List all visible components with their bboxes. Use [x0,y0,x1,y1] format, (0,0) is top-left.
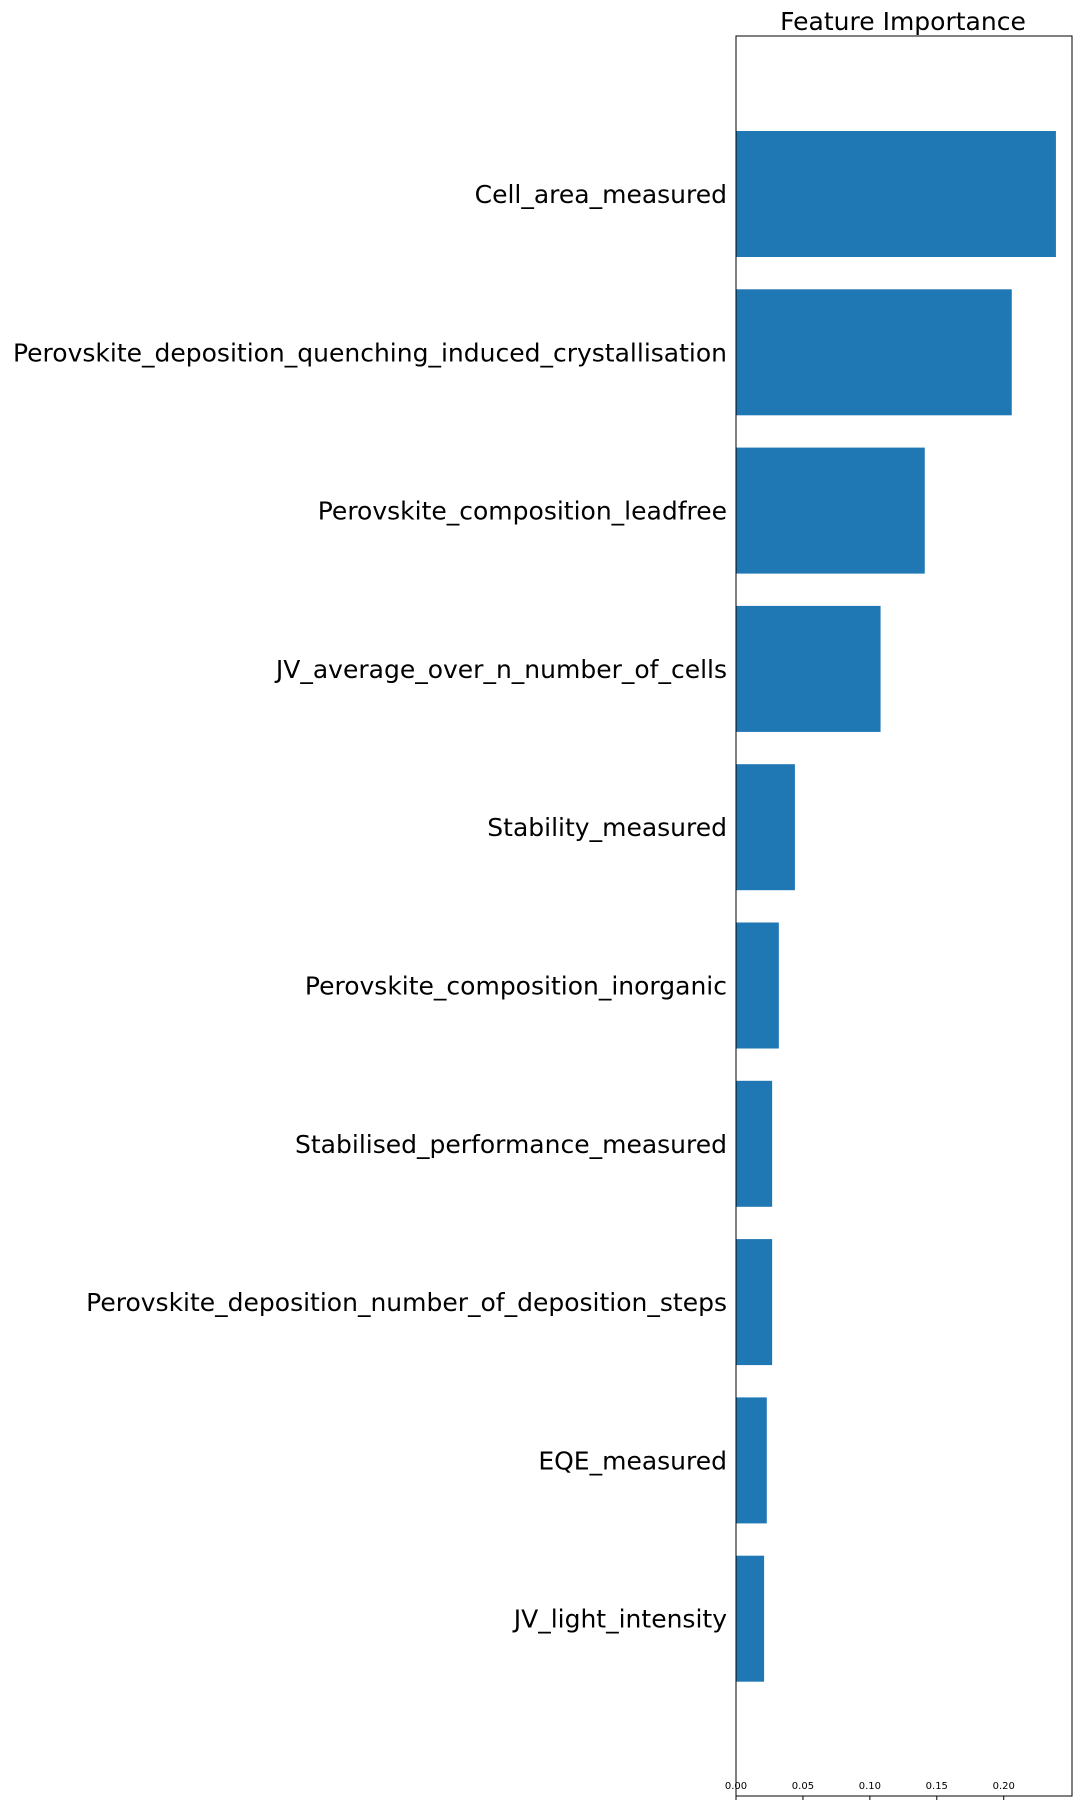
bars-group [736,131,1056,1682]
category-labels: Cell_area_measured Perovskite_deposition_… [13,180,727,1634]
category-label-8: Perovskite_deposition_number_of_depositi… [86,1288,727,1317]
category-label-3: Perovskite_composition_leadfree [318,497,727,526]
category-label-10: JV_light_intensity [512,1605,727,1634]
plot-frame [735,35,1073,1797]
category-label-4: JV_average_over_n_number_of_cells [274,655,727,684]
x-tick-label: 0.15 [926,1781,948,1792]
bar-3 [736,447,925,574]
bar-5 [736,764,795,891]
category-label-2: Perovskite_deposition_quenching_induced_… [13,338,727,367]
bar-8 [736,1239,773,1366]
x-tick-label: 0.10 [859,1781,881,1792]
x-tick-label: 0.05 [792,1781,814,1792]
category-label-7: Stabilised_performance_measured [295,1130,727,1159]
category-label-9: EQE_measured [538,1446,727,1475]
bar-7 [736,1080,773,1207]
bar-10 [736,1555,765,1682]
bar-9 [736,1397,767,1524]
bar-1 [736,131,1056,257]
category-label-6: Perovskite_composition_inorganic [305,972,727,1001]
chart-title: Feature Importance [780,7,1026,36]
x-tick-label: 0.20 [993,1781,1015,1792]
bar-6 [736,922,779,1049]
category-label-5: Stability_measured [487,813,727,842]
category-label-1: Cell_area_measured [475,180,727,209]
x-axis-ticks: 0.00 0.05 0.10 0.15 0.20 [725,1781,1015,1800]
bar-4 [736,605,881,732]
bar-2 [736,289,1012,416]
